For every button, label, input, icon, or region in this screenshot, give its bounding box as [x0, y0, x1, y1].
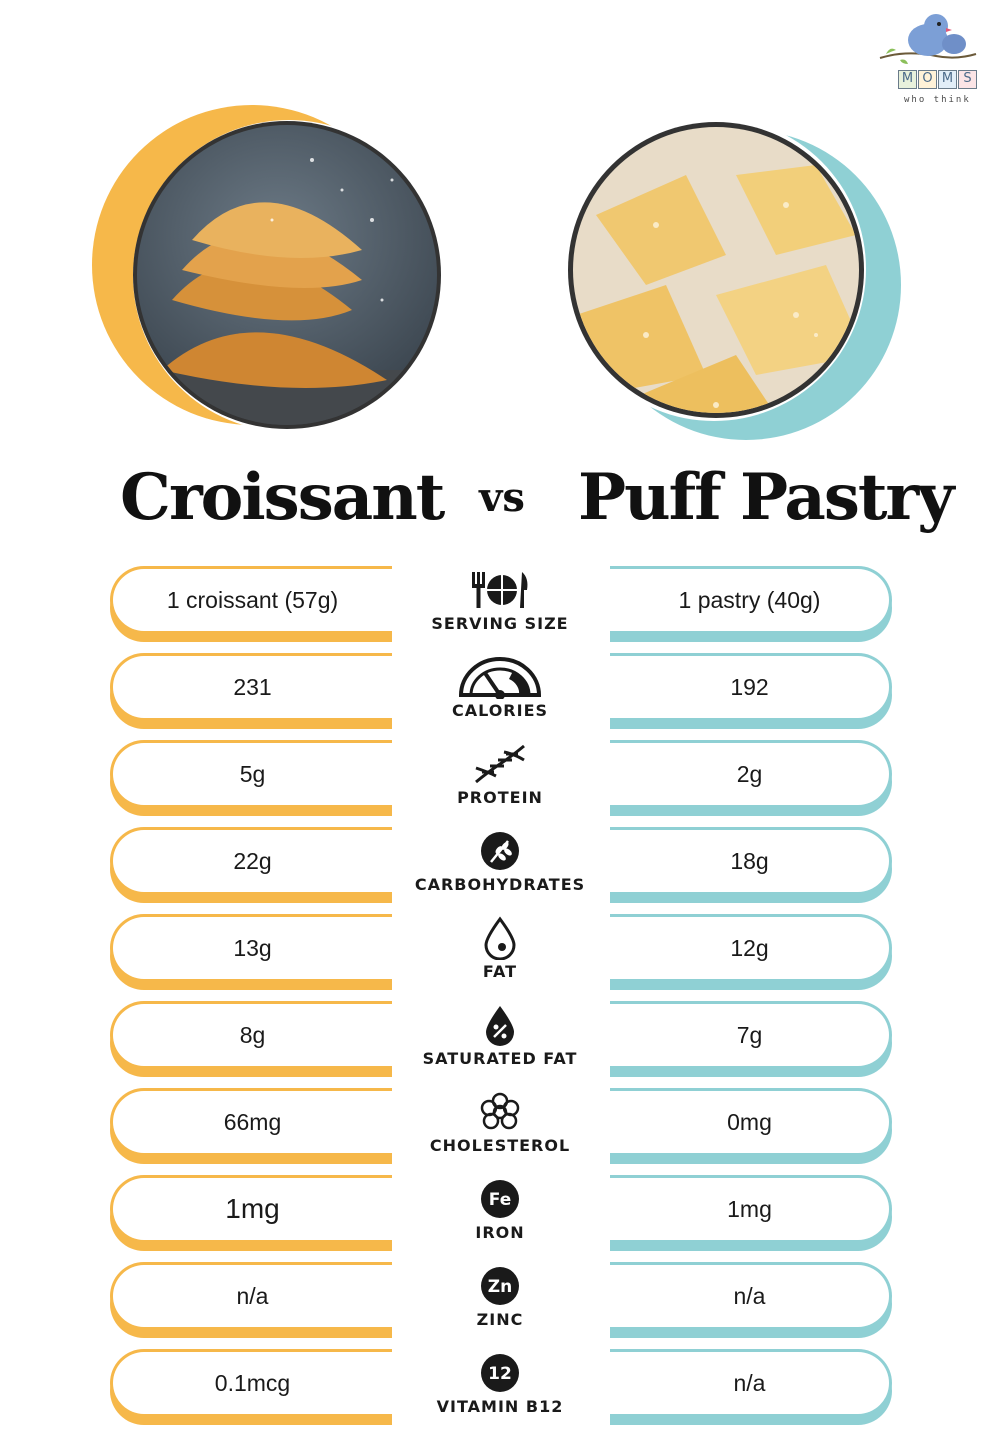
- right-value: 1 pastry (40g): [610, 566, 892, 634]
- right-value: n/a: [610, 1349, 892, 1417]
- logo-block: M: [938, 70, 957, 89]
- nutrient-label-cell: PROTEIN: [400, 742, 600, 818]
- right-value-pill: n/a: [610, 1262, 892, 1338]
- b12-badge: 12: [488, 1364, 512, 1384]
- row-vitamin-b12: 0.1mcg 12 VITAMIN B12 n/a: [0, 1349, 1000, 1429]
- left-value-pill: 22g: [110, 827, 392, 903]
- left-item-title: Croissant: [120, 460, 445, 535]
- left-value-pill: 1 croissant (57g): [110, 566, 392, 642]
- left-value-pill: 1mg: [110, 1175, 392, 1251]
- left-value-pill: 8g: [110, 1001, 392, 1077]
- dna-icon: [475, 744, 525, 784]
- right-value-pill: 0mg: [610, 1088, 892, 1164]
- logo-block: S: [958, 70, 977, 89]
- row-iron: 1mg Fe IRON 1mg: [0, 1175, 1000, 1255]
- nutrient-label: SERVING SIZE: [431, 614, 569, 633]
- puff-pastry-photo: [556, 115, 916, 445]
- nutrient-label-cell: CHOLESTEROL: [400, 1090, 600, 1166]
- droplet-icon: [484, 916, 516, 960]
- row-calories: 231 CALORIES 192: [0, 653, 1000, 733]
- nutrient-label: IRON: [475, 1223, 525, 1242]
- bird-icon: [879, 14, 977, 64]
- fe-icon: Fe: [481, 1180, 519, 1218]
- nutrient-label: VITAMIN B12: [436, 1397, 564, 1416]
- nutrient-label: PROTEIN: [457, 788, 543, 807]
- logo-block: M: [898, 70, 917, 89]
- left-value: 8g: [110, 1001, 392, 1069]
- left-value-pill: n/a: [110, 1262, 392, 1338]
- right-value-pill: 7g: [610, 1001, 892, 1077]
- nutrient-label: FAT: [482, 962, 518, 981]
- right-value: 12g: [610, 914, 892, 982]
- row-saturated-fat: 8g SATURATED FAT 7g: [0, 1001, 1000, 1081]
- nutrient-label-cell: 12 VITAMIN B12: [400, 1351, 600, 1427]
- zn-icon: Zn: [481, 1267, 519, 1305]
- b12-icon: 12: [481, 1354, 519, 1392]
- left-value: 5g: [110, 740, 392, 808]
- right-item-title: Puff Pastry: [578, 460, 954, 535]
- croissant-photo: [92, 100, 462, 440]
- right-value-pill: 192: [610, 653, 892, 729]
- nutrient-label-cell: Fe IRON: [400, 1177, 600, 1253]
- logo-block: O: [918, 70, 937, 89]
- left-value: 13g: [110, 914, 392, 982]
- right-value: 2g: [610, 740, 892, 808]
- gauge-icon: [458, 657, 542, 699]
- nutrient-label-cell: Zn ZINC: [400, 1264, 600, 1340]
- left-value-pill: 13g: [110, 914, 392, 990]
- percent-drop-icon: [486, 1006, 514, 1046]
- nutrient-label-cell: CARBOHYDRATES: [400, 829, 600, 905]
- right-value: 1mg: [610, 1175, 892, 1243]
- right-value-pill: 18g: [610, 827, 892, 903]
- nutrient-label-cell: SATURATED FAT: [400, 1003, 600, 1079]
- left-value: 66mg: [110, 1088, 392, 1156]
- right-value-pill: n/a: [610, 1349, 892, 1425]
- logo-tagline: who think: [904, 95, 971, 105]
- row-serving-size: 1 croissant (57g) SERVING SIZE 1 pastry …: [0, 566, 1000, 646]
- right-value-pill: 1mg: [610, 1175, 892, 1251]
- nutrient-label: SATURATED FAT: [422, 1049, 578, 1068]
- left-value-pill: 231: [110, 653, 392, 729]
- zinc-badge: Zn: [488, 1277, 512, 1297]
- nutrient-label: ZINC: [476, 1310, 524, 1329]
- right-value: n/a: [610, 1262, 892, 1330]
- right-value-pill: 2g: [610, 740, 892, 816]
- nutrient-label: CARBOHYDRATES: [414, 875, 586, 894]
- right-value-pill: 12g: [610, 914, 892, 990]
- nutrient-label: CALORIES: [451, 701, 549, 720]
- row-protein: 5g PROTEIN 2g: [0, 740, 1000, 820]
- row-carbohydrates: 22g CARBOHYDRATES 18g: [0, 827, 1000, 907]
- nutrient-label-cell: SERVING SIZE: [400, 568, 600, 644]
- left-value: n/a: [110, 1262, 392, 1330]
- left-value: 0.1mcg: [110, 1349, 392, 1417]
- cholesterol-icon: [480, 1092, 520, 1130]
- left-value-pill: 5g: [110, 740, 392, 816]
- right-value-pill: 1 pastry (40g): [610, 566, 892, 642]
- nutrient-label-cell: CALORIES: [400, 655, 600, 731]
- left-value: 22g: [110, 827, 392, 895]
- right-value: 7g: [610, 1001, 892, 1069]
- moms-who-think-logo[interactable]: M O M S who think: [876, 10, 986, 110]
- nutrient-label: CHOLESTEROL: [429, 1136, 571, 1155]
- nutrient-label-cell: FAT: [400, 916, 600, 992]
- left-value-pill: 66mg: [110, 1088, 392, 1164]
- row-fat: 13g FAT 12g: [0, 914, 1000, 994]
- right-value: 192: [610, 653, 892, 721]
- vs-label: vs: [479, 474, 525, 521]
- left-value-pill: 0.1mcg: [110, 1349, 392, 1425]
- left-value: 1 croissant (57g): [110, 566, 392, 634]
- left-value: 231: [110, 653, 392, 721]
- row-cholesterol: 66mg CHOLESTEROL 0mg: [0, 1088, 1000, 1168]
- right-value: 18g: [610, 827, 892, 895]
- iron-badge: Fe: [489, 1190, 511, 1210]
- right-value: 0mg: [610, 1088, 892, 1156]
- wheat-icon: [481, 832, 519, 870]
- left-value: 1mg: [110, 1175, 392, 1243]
- fork-plate-knife-icon: [472, 572, 528, 608]
- row-zinc: n/a Zn ZINC n/a: [0, 1262, 1000, 1342]
